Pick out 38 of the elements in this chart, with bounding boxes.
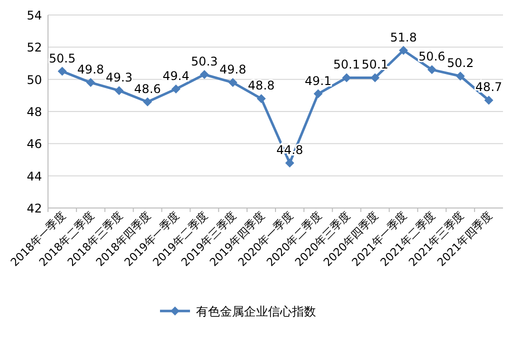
data-label: 48.8 <box>248 78 275 93</box>
data-label: 51.8 <box>390 30 417 44</box>
data-label: 50.3 <box>191 54 218 69</box>
y-tick-label: 46 <box>26 137 42 152</box>
y-tick-label: 54 <box>26 8 42 22</box>
y-tick-label: 42 <box>26 202 42 216</box>
legend-label: 有色金属企业信心指数 <box>196 304 316 318</box>
y-tick-label: 48 <box>26 105 42 119</box>
data-label: 49.3 <box>106 70 132 85</box>
point <box>256 94 266 104</box>
point <box>427 65 436 74</box>
point <box>143 97 152 106</box>
point <box>114 86 124 96</box>
point <box>86 78 96 88</box>
data-label: 49.1 <box>304 74 332 88</box>
data-label: 50.1 <box>362 58 388 72</box>
point <box>398 46 408 55</box>
data-label: 48.6 <box>134 82 161 96</box>
point <box>285 158 294 168</box>
data-label: 49.8 <box>77 62 104 77</box>
y-tick-label: 44 <box>26 169 42 184</box>
point <box>200 70 209 80</box>
point <box>314 89 323 98</box>
data-label: 50.6 <box>418 50 446 64</box>
y-tick-label: 52 <box>26 40 42 55</box>
point <box>456 72 465 81</box>
data-label: 49.8 <box>219 62 246 77</box>
data-label: 48.7 <box>475 80 502 94</box>
point <box>484 96 494 105</box>
y-tick-label: 50 <box>26 72 42 87</box>
point <box>370 73 380 82</box>
data-label: 49.4 <box>162 68 190 83</box>
data-label: 50.2 <box>446 56 474 70</box>
point <box>171 84 180 94</box>
point <box>58 66 67 76</box>
point <box>228 78 238 88</box>
data-label: 50.1 <box>333 58 360 72</box>
data-label: 50.5 <box>48 51 76 66</box>
